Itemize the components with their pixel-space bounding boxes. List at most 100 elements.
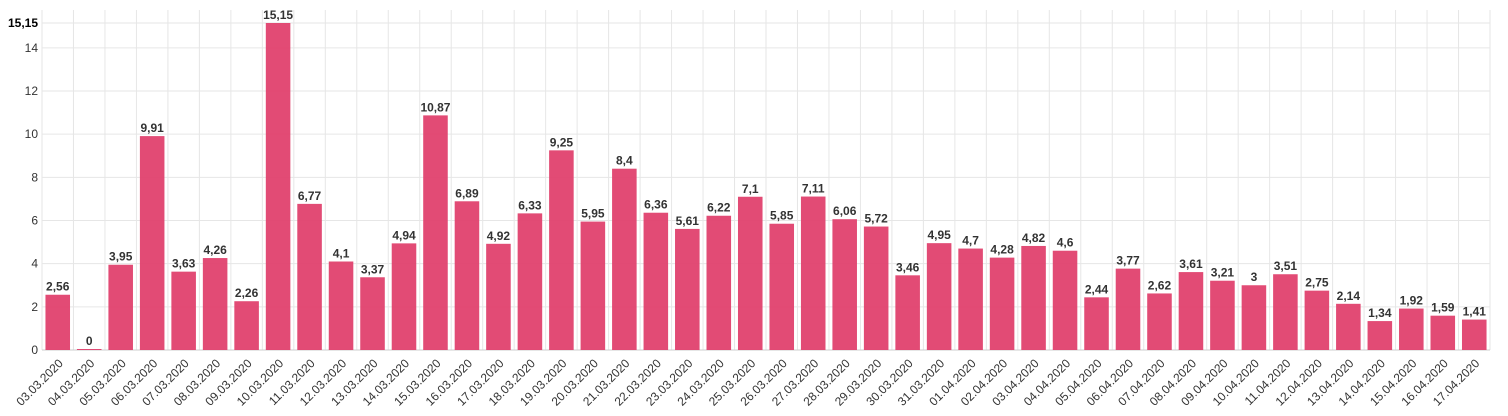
data-label: 4,26 [203, 243, 227, 257]
bar [895, 275, 920, 350]
bar [863, 226, 889, 350]
data-label: 1,34 [1368, 306, 1392, 320]
data-label: 4,1 [333, 247, 350, 261]
data-label: 6,22 [707, 201, 731, 215]
data-label: 3,77 [1116, 254, 1140, 268]
y-max-label: 15,15 [8, 16, 38, 30]
bar [108, 264, 133, 350]
bar [265, 23, 291, 350]
bar [1336, 303, 1361, 350]
bar [737, 196, 763, 350]
bar [1304, 290, 1330, 350]
bar [202, 258, 228, 350]
bar [643, 212, 669, 350]
data-label: 5,85 [770, 209, 794, 223]
bar [1273, 274, 1298, 350]
y-tick-label: 10 [25, 127, 39, 141]
bar [391, 243, 417, 350]
y-tick-label: 12 [25, 84, 39, 98]
bar [675, 228, 700, 350]
data-label: 15,15 [263, 8, 293, 22]
bar [76, 349, 102, 350]
bar [706, 215, 732, 350]
data-label: 7,11 [802, 182, 825, 196]
bar [234, 301, 259, 350]
data-label: 10,87 [420, 100, 450, 114]
bar [1241, 285, 1267, 350]
data-label: 3,46 [896, 260, 920, 274]
bar [171, 271, 196, 350]
data-label: 2,75 [1305, 276, 1329, 290]
bar [423, 115, 448, 351]
data-label: 2,56 [46, 280, 70, 294]
data-label: 6,06 [833, 204, 857, 218]
data-label: 4,7 [962, 234, 979, 248]
bar [1147, 293, 1172, 350]
bar [612, 168, 637, 350]
y-axis: 0 2 4 6 8 10 12 14 15,15 [8, 16, 38, 357]
data-label: 5,61 [676, 214, 700, 228]
data-label: 8,4 [616, 154, 633, 168]
bar [926, 243, 952, 350]
data-label: 4,82 [1022, 231, 1046, 245]
data-label: 2,26 [235, 286, 259, 300]
y-tick-label: 14 [25, 41, 39, 55]
data-label: 2,44 [1085, 282, 1109, 296]
bar [1430, 315, 1456, 350]
bar [958, 248, 983, 350]
bar [832, 219, 857, 350]
bar [297, 203, 322, 350]
data-label: 5,95 [581, 207, 605, 221]
bar [769, 223, 795, 350]
bar [45, 294, 71, 350]
bar [1052, 250, 1078, 350]
bar [549, 150, 574, 350]
bar [1084, 297, 1109, 350]
bar [1210, 280, 1235, 350]
data-label: 7,1 [742, 182, 759, 196]
data-label: 1,92 [1400, 294, 1424, 308]
bar [517, 213, 543, 350]
data-label: 0 [86, 334, 93, 348]
y-tick-label: 2 [31, 300, 38, 314]
y-tick-label: 4 [31, 257, 38, 271]
bar [139, 136, 165, 350]
data-label: 9,25 [550, 135, 574, 149]
data-label: 6,77 [298, 189, 322, 203]
y-tick-label: 8 [31, 170, 38, 184]
data-label: 3,51 [1274, 259, 1298, 273]
data-label: 3 [1251, 270, 1258, 284]
bars [45, 23, 1487, 351]
data-label: 3,37 [361, 262, 385, 276]
grid [41, 10, 1491, 351]
data-label: 3,21 [1211, 266, 1235, 280]
data-label: 6,36 [644, 198, 668, 212]
y-tick-label: 6 [31, 213, 38, 227]
bar [360, 277, 385, 350]
bar [580, 221, 606, 350]
bar [1461, 319, 1487, 350]
bar [800, 196, 826, 350]
data-label: 4,92 [487, 229, 511, 243]
data-label: 3,63 [172, 257, 196, 271]
bar [1399, 308, 1424, 350]
bar [454, 201, 480, 350]
bar [486, 243, 511, 350]
data-label: 1,41 [1463, 305, 1487, 319]
x-axis: 03.03.202004.03.202005.03.202006.03.2020… [13, 356, 1482, 409]
data-label: 6,33 [518, 198, 542, 212]
bar [1115, 268, 1141, 350]
data-labels: 2,56 0 3,95 9,91 3,63 4,26 2,26 15,15 6,77 4,1 3,3… [46, 8, 1486, 348]
data-label: 9,91 [140, 121, 164, 135]
bar [1178, 272, 1204, 350]
data-label: 4,95 [927, 228, 951, 242]
data-label: 4,6 [1057, 236, 1074, 250]
data-label: 1,59 [1431, 301, 1455, 315]
data-label: 4,94 [392, 228, 416, 242]
bar [1021, 245, 1046, 350]
data-label: 6,89 [455, 186, 479, 200]
y-tick-label: 0 [31, 343, 38, 357]
bar [328, 261, 354, 350]
data-label: 3,95 [109, 250, 133, 264]
